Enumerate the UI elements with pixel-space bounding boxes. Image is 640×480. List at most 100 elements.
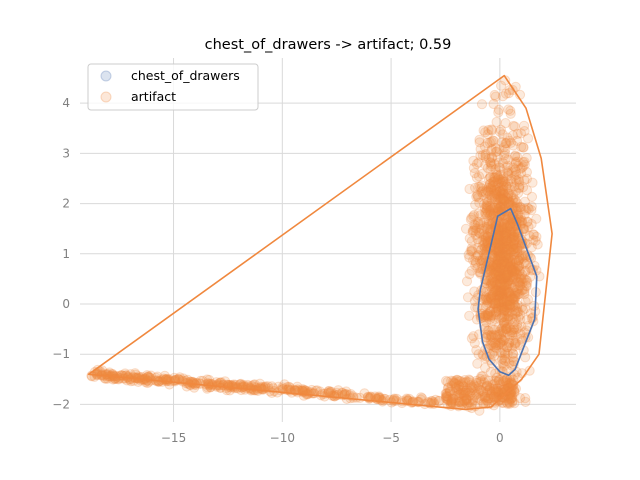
scatter-point — [480, 310, 491, 321]
scatter-point — [486, 331, 498, 342]
scatter-point — [488, 260, 499, 271]
scatter-point — [292, 384, 303, 395]
scatter-point — [502, 302, 513, 313]
scatter-point — [496, 218, 507, 229]
scatter-point — [514, 288, 525, 299]
scatter-point — [497, 190, 508, 201]
scatter-point — [491, 189, 502, 200]
scatter-point — [516, 251, 528, 262]
scatter-point — [511, 175, 522, 186]
scatter-point — [497, 157, 508, 169]
scatter-point — [499, 260, 510, 272]
scatter-point — [485, 178, 496, 190]
scatter-point — [529, 300, 540, 312]
scatter-point — [505, 259, 516, 270]
scatter-point — [489, 277, 500, 288]
scatter-point — [495, 194, 506, 205]
scatter-point — [479, 312, 490, 323]
y-tick-label: −2 — [52, 397, 70, 411]
scatter-point — [477, 371, 488, 382]
scatter-point — [484, 137, 495, 148]
scatter-point — [476, 371, 487, 382]
scatter-point — [488, 258, 499, 269]
scatter-point — [504, 219, 515, 230]
scatter-point — [488, 295, 499, 306]
scatter-point — [515, 271, 526, 282]
scatter-point — [388, 396, 399, 407]
scatter-point — [526, 201, 537, 212]
scatter-point — [515, 314, 526, 325]
scatter-point — [497, 193, 508, 204]
scatter-point — [488, 303, 499, 314]
scatter-point — [519, 120, 530, 131]
scatter-point — [504, 230, 515, 241]
scatter-point — [501, 323, 512, 334]
scatter-point — [505, 105, 516, 116]
scatter-point — [511, 276, 522, 287]
scatter-point — [467, 225, 478, 236]
scatter-point — [492, 203, 504, 215]
scatter-point — [497, 219, 508, 230]
scatter-point — [493, 262, 504, 274]
scatter-point — [495, 238, 506, 249]
scatter-point — [506, 294, 517, 305]
scatter-point — [530, 235, 541, 246]
scatter-point — [505, 272, 516, 283]
scatter-point — [510, 291, 521, 302]
scatter-point — [282, 382, 293, 393]
scatter-point — [500, 356, 511, 367]
scatter-point — [501, 272, 512, 283]
scatter-point — [503, 311, 514, 322]
scatter-point — [493, 270, 504, 281]
scatter-point — [486, 294, 497, 305]
scatter-point — [489, 276, 500, 288]
chart-title: chest_of_drawers -> artifact; 0.59 — [205, 37, 452, 53]
scatter-point — [500, 196, 511, 207]
scatter-point — [517, 304, 529, 316]
scatter-point — [500, 213, 511, 224]
scatter-point — [487, 290, 498, 301]
scatter-point — [489, 89, 500, 101]
scatter-point — [499, 383, 510, 395]
scatter-point — [485, 206, 496, 217]
scatter-point — [494, 256, 505, 267]
scatter-point — [474, 134, 485, 145]
scatter-point — [494, 259, 505, 270]
scatter-point — [500, 227, 511, 238]
scatter-point — [494, 245, 505, 256]
scatter-point — [500, 153, 511, 164]
scatter-point — [469, 338, 480, 349]
scatter-point — [487, 272, 498, 283]
scatter-point — [508, 232, 519, 243]
scatter-point — [516, 321, 527, 332]
scatter-point — [497, 353, 508, 365]
scatter-point — [485, 306, 496, 317]
scatter-point — [480, 159, 491, 170]
scatter-point — [510, 306, 521, 317]
scatter-point — [493, 224, 504, 235]
scatter-point — [474, 255, 485, 266]
scatter-point — [510, 267, 521, 278]
scatter-point — [507, 348, 519, 360]
scatter-point — [490, 330, 501, 341]
scatter-point — [493, 157, 504, 168]
scatter-point — [503, 313, 514, 324]
scatter-point — [499, 148, 511, 159]
scatter-point — [470, 225, 481, 236]
scatter-point — [505, 257, 516, 268]
scatter-point — [481, 317, 492, 328]
scatter-point — [489, 185, 500, 196]
scatter-point — [497, 259, 508, 270]
scatter-point — [503, 252, 514, 263]
scatter-point — [522, 294, 534, 305]
scatter-point — [487, 135, 498, 146]
scatter-point — [518, 142, 529, 153]
scatter-point — [495, 337, 506, 348]
scatter-point — [508, 272, 519, 283]
scatter-point — [492, 304, 503, 315]
scatter-point — [510, 235, 521, 246]
scatter-point — [513, 174, 524, 185]
scatter-point — [501, 306, 512, 317]
scatter-point — [501, 264, 512, 275]
scatter-point — [478, 125, 489, 136]
